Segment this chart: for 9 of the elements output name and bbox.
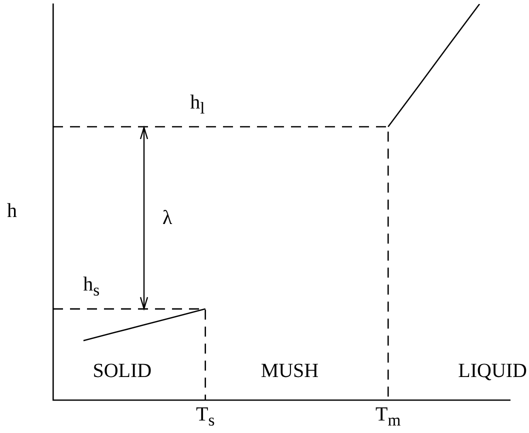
x-tick-label: T$_{s}$ (196, 404, 215, 430)
annotation: LIQUID (458, 360, 527, 382)
annotation: λ (162, 206, 172, 229)
annotation: MUSH (260, 360, 319, 382)
series-label: h$_{l}$ (190, 91, 205, 118)
y-axis-title: h (7, 200, 17, 222)
x-tick-label: T$_{m}$ (376, 404, 401, 430)
series-label: h$_{s}$ (83, 274, 100, 300)
annotation: SOLID (92, 360, 152, 382)
